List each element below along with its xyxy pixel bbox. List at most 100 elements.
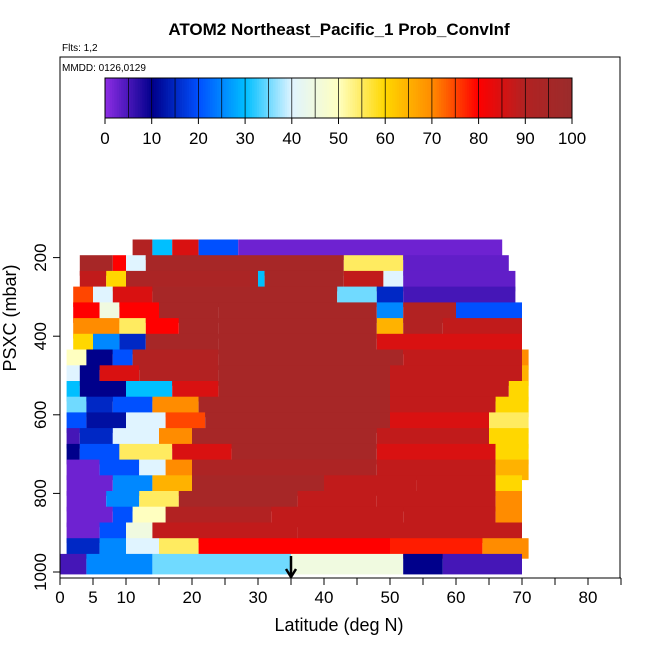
heat-cell-15-0	[66, 475, 113, 496]
heat-cell-14-1	[99, 459, 140, 481]
heat-cell-10-4	[198, 396, 390, 418]
heat-cell-5-2	[145, 318, 179, 339]
colorbar-band	[401, 78, 405, 118]
colorbar-band	[413, 78, 416, 118]
colorbar-band	[270, 78, 274, 118]
heat-cell-6-2	[119, 333, 146, 355]
colorbar-band	[445, 78, 449, 118]
heat-cell-4-7	[456, 302, 522, 323]
heat-cell-2-0	[79, 270, 107, 292]
colorbar-band	[513, 78, 517, 118]
colorbar-band	[485, 78, 489, 118]
colorbar-band	[436, 78, 440, 118]
heat-cell-11-2	[126, 412, 166, 433]
heat-cell-18-1	[99, 522, 126, 543]
heat-cell-3-6	[376, 286, 404, 308]
heat-cell-11-0	[66, 412, 87, 433]
colorbar-band	[490, 78, 493, 118]
colorbar-band	[532, 78, 536, 118]
colorbar-band	[119, 78, 122, 118]
x-tick-label: 30	[249, 588, 268, 607]
colorbar-band	[154, 78, 157, 118]
heat-cell-12-3	[159, 428, 192, 449]
heat-cell-9-1	[79, 381, 126, 402]
heat-cell-8-1	[79, 365, 100, 386]
heat-cell-10-2	[112, 396, 153, 418]
colorbar-band	[193, 78, 197, 118]
colorbar-band	[252, 78, 255, 118]
colorbar-band	[263, 78, 267, 118]
colorbar-band	[515, 78, 519, 118]
colorbar-band	[203, 78, 206, 118]
colorbar-band	[434, 78, 437, 118]
colorbar-band	[462, 78, 465, 118]
colorbar-band	[128, 78, 132, 118]
colorbar-band	[107, 78, 111, 118]
heat-cell-2-3	[258, 270, 265, 292]
y-tick-label: 1000	[31, 553, 50, 591]
heat-cell-19-2	[126, 538, 159, 559]
colorbar-band	[133, 78, 136, 118]
heat-cell-20-0	[60, 553, 87, 575]
y-tick-label: 800	[31, 479, 50, 507]
colorbar-band	[310, 78, 314, 118]
colorbar-band	[198, 78, 202, 118]
colorbar-band	[191, 78, 195, 118]
heat-cell-8-4	[218, 365, 390, 386]
heat-cell-15-2	[152, 475, 192, 496]
colorbar-band	[441, 78, 444, 118]
heat-cell-13-3	[172, 443, 232, 465]
colorbar-band	[511, 78, 515, 118]
colorbar-band	[443, 78, 447, 118]
colorbar-band	[394, 78, 398, 118]
colorbar-band	[219, 78, 223, 118]
colorbar-band	[548, 78, 552, 118]
colorbar-band	[483, 78, 486, 118]
heat-cell-12-2	[112, 428, 159, 449]
colorbar-band	[466, 78, 470, 118]
colorbar-band	[130, 78, 134, 118]
heat-cell-9-4	[218, 381, 390, 402]
colorbar-band	[326, 78, 330, 118]
heat-cell-1-4	[192, 255, 344, 276]
heat-cell-4-2	[119, 302, 159, 323]
colorbar-tick-label: 60	[376, 129, 395, 148]
colorbar-band	[319, 78, 323, 118]
colorbar-band	[408, 78, 412, 118]
colorbar-band	[135, 78, 139, 118]
heat-cell-19-3	[159, 538, 199, 559]
heat-cell-12-4	[192, 428, 377, 449]
colorbar-band	[186, 78, 190, 118]
colorbar-band	[340, 78, 344, 118]
heat-cell-16-1	[106, 491, 140, 512]
colorbar-band	[273, 78, 276, 118]
colorbar-band	[282, 78, 286, 118]
colorbar-band	[424, 78, 428, 118]
heat-cell-9-0	[66, 381, 80, 402]
colorbar-band	[268, 78, 272, 118]
colorbar-band	[331, 78, 335, 118]
heat-cell-9-2	[126, 381, 173, 402]
colorbar-band	[147, 78, 150, 118]
heat-cell-14-3	[165, 459, 192, 481]
colorbar-band	[217, 78, 220, 118]
heat-cell-16-5	[376, 491, 496, 512]
heat-cell-11-3	[165, 412, 206, 433]
colorbar-band	[308, 78, 311, 118]
colorbar-band	[497, 78, 501, 118]
y-axis-label: PSXC (mbar)	[0, 264, 20, 371]
y-tick-label: 400	[31, 322, 50, 350]
date-annotation: MMDD: 0126,0129	[62, 63, 146, 74]
x-tick-label: 10	[117, 588, 136, 607]
colorbar-band	[238, 78, 241, 118]
colorbar-band	[329, 78, 332, 118]
heat-cell-1-5	[343, 255, 404, 276]
heat-cell-16-4	[297, 491, 377, 512]
colorbar-band	[280, 78, 283, 118]
colorbar-band	[562, 78, 566, 118]
heat-cell-2-4	[264, 270, 344, 292]
colorbar-band	[175, 78, 178, 118]
colorbar-band	[242, 78, 246, 118]
colorbar-band	[158, 78, 162, 118]
colorbar-band	[525, 78, 529, 118]
